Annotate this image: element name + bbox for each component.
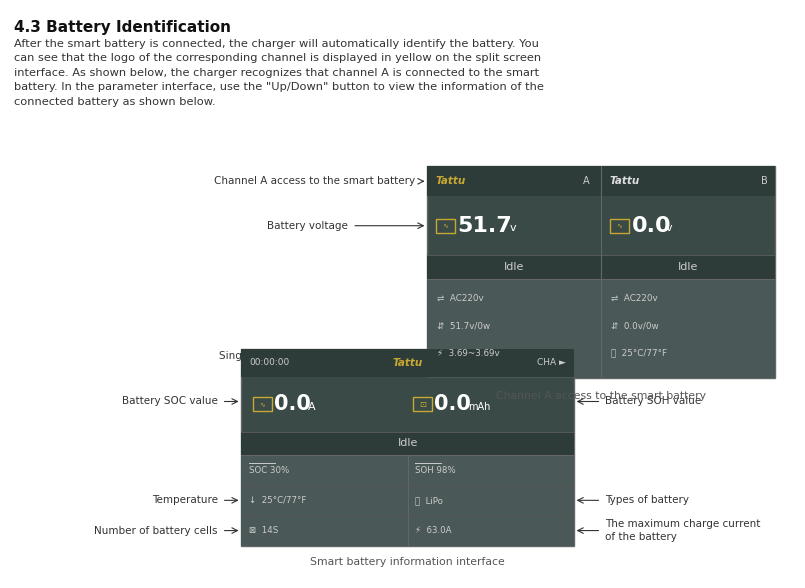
Text: A: A [583,176,589,186]
Text: The maximum charge current
of the battery: The maximum charge current of the batter… [605,519,761,542]
Text: ∿: ∿ [617,223,622,229]
Text: Tattu: Tattu [436,176,465,186]
Text: ∿: ∿ [443,223,448,229]
Text: Smart battery information interface: Smart battery information interface [310,557,505,567]
Text: SOH 98%: SOH 98% [415,466,456,475]
Text: ∿: ∿ [259,401,265,407]
Text: SOC 30%: SOC 30% [250,466,290,475]
Text: 0.0: 0.0 [274,394,311,415]
Text: Battery SOC value: Battery SOC value [122,396,217,406]
Text: 4.3 Battery Identification: 4.3 Battery Identification [14,21,231,35]
Text: A: A [308,402,316,412]
Text: v: v [510,223,516,233]
Text: Types of battery: Types of battery [605,495,689,505]
Text: ⚡  3.69~3.69v: ⚡ 3.69~3.69v [437,349,499,358]
Text: 51.7: 51.7 [457,216,512,236]
Text: ⇌  AC220v: ⇌ AC220v [437,293,484,302]
Text: Battery voltage: Battery voltage [267,220,349,230]
Text: Single cell voltage range: Single cell voltage range [219,351,349,361]
Text: ⇌  AC220v: ⇌ AC220v [611,293,658,302]
Text: Idle: Idle [679,262,699,272]
Text: B: B [761,176,767,186]
Text: 🌡  25°C/77°F: 🌡 25°C/77°F [611,349,667,358]
Text: Channel A access to the smart battery: Channel A access to the smart battery [497,391,707,401]
FancyBboxPatch shape [427,279,775,378]
FancyBboxPatch shape [436,219,455,233]
FancyBboxPatch shape [242,432,574,455]
FancyBboxPatch shape [242,455,574,546]
Text: ⇵  51.7v/0w: ⇵ 51.7v/0w [437,321,490,330]
Text: After the smart battery is connected, the charger will automatically identify th: After the smart battery is connected, th… [14,39,543,106]
FancyBboxPatch shape [242,349,574,546]
Text: ↓  25°C/77°F: ↓ 25°C/77°F [250,496,307,505]
Text: mAh: mAh [469,402,491,412]
FancyBboxPatch shape [413,397,432,411]
FancyBboxPatch shape [253,397,271,411]
Text: ⚡  63.0A: ⚡ 63.0A [415,526,452,535]
Text: Temperature: Temperature [152,495,217,505]
FancyBboxPatch shape [427,166,775,378]
Text: Tattu: Tattu [393,358,423,368]
Text: Idle: Idle [504,262,525,272]
Text: 0.0: 0.0 [435,394,472,415]
Text: ⇵  0.0v/0w: ⇵ 0.0v/0w [611,321,658,330]
FancyBboxPatch shape [242,349,574,377]
Text: 0.0: 0.0 [631,216,671,236]
FancyBboxPatch shape [427,255,775,279]
Text: CHA ►: CHA ► [537,358,566,368]
Text: 📱  LiPo: 📱 LiPo [415,496,444,505]
FancyBboxPatch shape [427,166,775,196]
Text: Channel A access to the smart battery: Channel A access to the smart battery [214,176,415,186]
Text: ⊡: ⊡ [419,400,426,409]
Text: Idle: Idle [398,438,418,448]
Text: Number of battery cells: Number of battery cells [94,526,217,536]
Text: Tattu: Tattu [609,176,639,186]
Text: ⊠  14S: ⊠ 14S [250,526,279,535]
Text: v: v [666,223,672,233]
FancyBboxPatch shape [610,219,629,233]
Text: 00:00:00: 00:00:00 [250,358,290,368]
Text: Battery SOH value: Battery SOH value [605,396,702,406]
